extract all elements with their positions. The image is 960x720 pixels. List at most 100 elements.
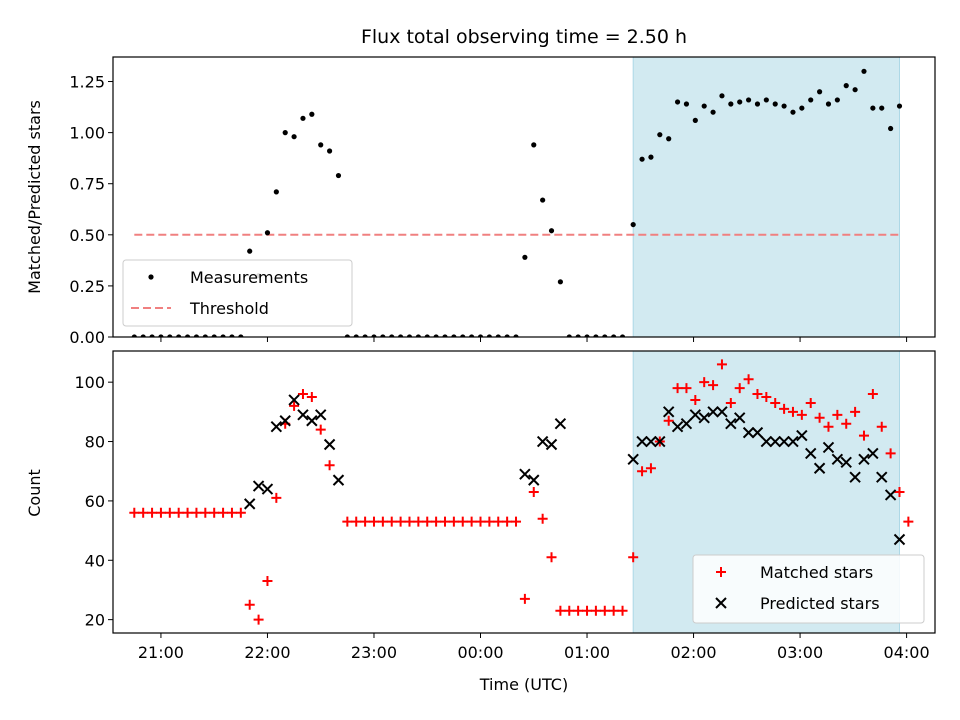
chart-title: Flux total observing time = 2.50 h [361,26,687,48]
measurement-point [719,93,725,99]
matched-point [894,487,905,497]
predicted-point [279,415,291,427]
matched-point [235,507,246,518]
measurement-point [808,97,814,103]
predicted-point [270,420,283,433]
measurement-point [442,334,448,337]
predicted-point [323,438,336,451]
matched-point [138,507,149,518]
matched-point [708,380,719,391]
predicted-point [519,468,531,480]
matched-point [672,383,683,394]
measurement-point [326,148,333,154]
matched-point [386,516,397,527]
predicted-point [778,435,790,448]
predicted-point [288,394,300,406]
matched-point [218,507,229,518]
predicted-point [760,435,773,448]
matched-point [511,516,522,527]
matched-point [903,516,914,527]
y-tick-label: 0.25 [69,277,105,296]
measurement-point [540,197,546,203]
measurement-point [469,334,475,337]
predicted-point [725,418,737,430]
y-axis-label-ratio: Matched/Predicted stars [25,100,44,294]
matched-point [617,605,628,616]
predicted-point [332,474,345,486]
legend-box [122,259,353,327]
measurement-point [362,334,368,337]
measurement-point [424,334,430,337]
predicted-point [822,441,835,454]
matched-point [823,421,834,432]
measurement-point [548,228,555,234]
matched-point [351,516,362,527]
predicted-point [680,418,693,430]
measurement-point [611,334,617,337]
measurement-point [211,334,217,337]
matched-point [573,605,584,616]
measurement-point [264,230,271,236]
measurement-point [639,156,645,162]
matched-point [147,507,158,518]
measurement-point [415,334,421,337]
matched-point [528,487,539,497]
matched-point [885,448,896,459]
y-tick-label: 0.50 [69,226,105,245]
matched-point [502,516,513,527]
predicted-point [545,438,558,451]
predicted-point [671,420,684,433]
measurement-point [513,334,519,337]
matched-point [537,513,548,524]
matched-point [315,424,326,435]
x-tick-label: 00:00 [457,643,503,662]
predicted-point [849,471,861,483]
measurement-point [193,334,200,337]
measurement-point [353,334,359,337]
measurement-point [504,334,510,337]
predicted-point [716,406,728,418]
axes-frame [112,350,936,634]
legend-marker-matched [716,567,726,577]
measurement-point [176,334,182,337]
predicted-point [876,471,888,483]
measurement-point [158,334,164,337]
matched-point [590,605,601,616]
predicted-point [840,456,852,469]
measurement-point [799,105,805,111]
predicted-point [893,533,906,546]
measurement-point [433,334,439,337]
matched-point [582,605,593,616]
predicted-point [528,474,540,486]
measurement-point [167,334,173,337]
matched-point [858,430,869,441]
matched-point [368,516,379,527]
matched-point [324,460,335,471]
x-tick-label: 21:00 [138,643,184,662]
matched-point [779,403,790,414]
matched-point [475,516,486,527]
measurement-point [247,248,253,254]
matched-point [422,516,433,527]
legend-marker-measurements [148,274,154,280]
matched-point [306,392,317,403]
x-tick-label: 22:00 [244,643,290,662]
matched-point [599,605,610,616]
predicted-point [645,435,657,448]
matched-point [663,415,674,426]
legend-box [692,554,925,624]
measurement-point [344,334,350,337]
matched-point [608,605,619,616]
measurement-point [745,97,752,103]
matched-point [787,406,798,417]
matched-point [699,377,710,388]
y-tick-label: 20 [85,611,105,630]
y-tick-label: 1.25 [69,73,105,92]
predicted-point [689,409,702,421]
measurement-point [389,334,395,337]
matched-point [466,516,477,527]
measurement-point [701,103,707,109]
matched-point [555,605,566,616]
predicted-point [884,489,897,501]
